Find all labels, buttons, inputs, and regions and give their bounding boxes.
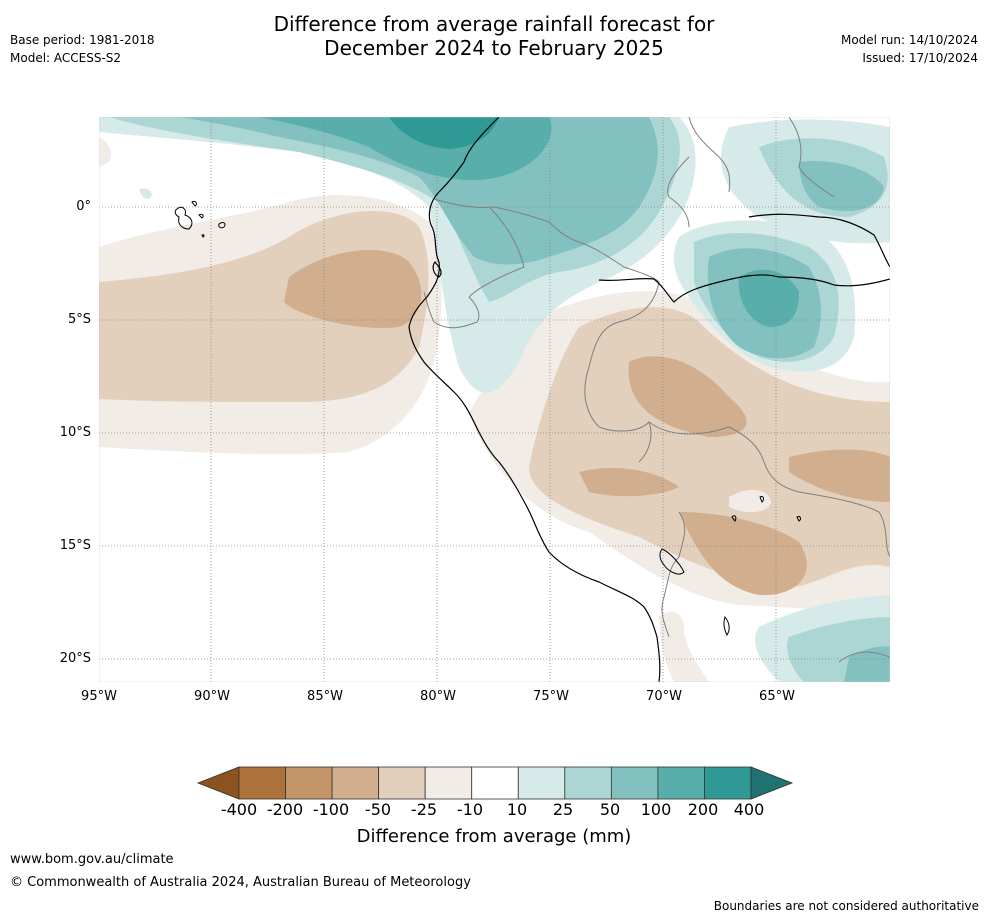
rainfall-map bbox=[99, 117, 890, 682]
colorbar-segment bbox=[238, 766, 286, 800]
lat-label-0: 0° bbox=[76, 199, 91, 214]
colorbar-segment bbox=[424, 766, 473, 800]
colorbar-label-p400: 400 bbox=[733, 800, 765, 819]
lon-label-90w: 90°W bbox=[194, 689, 230, 704]
lon-label-75w: 75°W bbox=[533, 689, 569, 704]
map-gridlines bbox=[99, 117, 890, 682]
colorbar-segment bbox=[517, 766, 566, 800]
model-run: Model run: 14/10/2024 bbox=[840, 33, 978, 47]
colorbar-label-p10: 10 bbox=[506, 800, 528, 819]
colorbar-label-n50: -50 bbox=[364, 800, 392, 819]
title-line-2: December 2024 to February 2025 bbox=[324, 36, 664, 60]
colorbar-segment bbox=[331, 766, 380, 800]
lat-label-20s: 20°S bbox=[59, 651, 91, 666]
colorbar-segment bbox=[610, 766, 659, 800]
colorbar bbox=[196, 766, 794, 800]
colorbar-label-p100: 100 bbox=[640, 800, 672, 819]
galapagos-islands bbox=[174, 201, 226, 238]
copyright-text: © Commonwealth of Australia 2024, Austra… bbox=[10, 875, 471, 890]
website-link[interactable]: www.bom.gov.au/climate bbox=[10, 852, 174, 867]
model-name: Model: ACCESS-S2 bbox=[10, 51, 122, 65]
lat-label-5s: 5°S bbox=[67, 312, 91, 327]
colorbar-arrow-high bbox=[750, 766, 794, 800]
colorbar-label-p50: 50 bbox=[599, 800, 621, 819]
coastline bbox=[408, 117, 890, 682]
lon-label-70w: 70°W bbox=[646, 689, 682, 704]
base-period: Base period: 1981-2018 bbox=[10, 33, 155, 47]
wet-anomaly-north bbox=[99, 117, 696, 393]
page-title: Difference from average rainfall forecas… bbox=[0, 12, 988, 60]
colorbar-segment bbox=[657, 766, 705, 800]
country-borders bbox=[423, 117, 890, 663]
wet-anomaly-southeast bbox=[755, 595, 890, 682]
lat-label-15s: 15°S bbox=[59, 538, 91, 553]
colorbar-segment bbox=[704, 766, 752, 800]
colorbar-title: Difference from average (mm) bbox=[356, 826, 632, 847]
lat-label-10s: 10°S bbox=[59, 425, 91, 440]
dry-anomaly-pacific bbox=[99, 194, 442, 455]
lon-label-95w: 95°W bbox=[81, 689, 117, 704]
lon-label-65w: 65°W bbox=[759, 689, 795, 704]
colorbar-segment bbox=[285, 766, 333, 800]
colorbar-label-n200: -200 bbox=[266, 800, 304, 819]
lon-label-85w: 85°W bbox=[307, 689, 343, 704]
title-line-1: Difference from average rainfall forecas… bbox=[273, 12, 715, 36]
colorbar-label-n100: -100 bbox=[312, 800, 350, 819]
colorbar-segment bbox=[378, 766, 426, 800]
colorbar-label-p200: 200 bbox=[687, 800, 719, 819]
colorbar-label-n10: -10 bbox=[456, 800, 484, 819]
disclaimer-text: Boundaries are not considered authoritat… bbox=[713, 899, 979, 913]
colorbar-segment bbox=[564, 766, 612, 800]
lon-label-80w: 80°W bbox=[420, 689, 456, 704]
colorbar-label-n400: -400 bbox=[220, 800, 258, 819]
colorbar-label-n25: -25 bbox=[410, 800, 438, 819]
wet-anomaly-amazon bbox=[673, 119, 890, 372]
colorbar-segment bbox=[471, 766, 519, 800]
colorbar-label-p25: 25 bbox=[552, 800, 574, 819]
small-anomaly-patches bbox=[99, 137, 709, 682]
colorbar-arrow-low bbox=[196, 766, 240, 800]
issued-date: Issued: 17/10/2024 bbox=[862, 51, 978, 65]
lakes bbox=[659, 496, 801, 636]
